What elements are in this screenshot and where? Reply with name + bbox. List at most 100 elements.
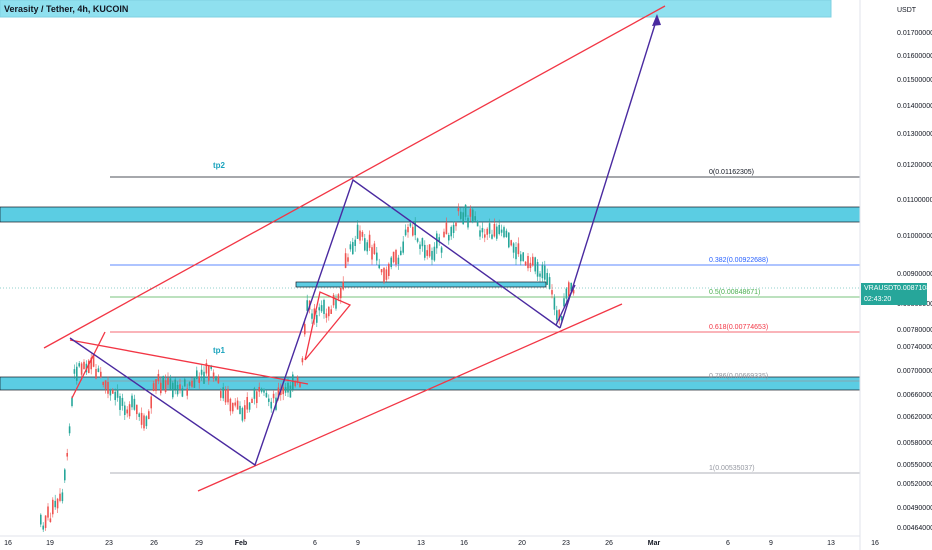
candle-body bbox=[289, 385, 292, 398]
candle-body bbox=[416, 238, 419, 242]
candle-body bbox=[472, 209, 474, 223]
candle-body bbox=[378, 264, 380, 269]
fib-level-label: 1(0.00535037) bbox=[709, 465, 755, 472]
candle-body bbox=[397, 257, 400, 264]
candle-body bbox=[503, 227, 505, 238]
candle-body bbox=[383, 267, 385, 283]
candle-body bbox=[66, 452, 68, 457]
candle-body bbox=[496, 226, 498, 239]
price-axis[interactable]: 0.01700000 0.01600000 0.01500000 0.01400000… bbox=[897, 30, 932, 532]
candle-body bbox=[433, 246, 436, 261]
candle-body bbox=[491, 234, 493, 239]
candle-body bbox=[104, 380, 107, 390]
candle-body bbox=[181, 388, 184, 397]
candle-body bbox=[563, 298, 565, 307]
candle-body bbox=[294, 381, 296, 387]
candle-body bbox=[176, 384, 179, 395]
candle-body bbox=[371, 247, 373, 260]
candle-body bbox=[157, 373, 160, 382]
x-tick-label: 26 bbox=[605, 540, 613, 547]
currency-label: USDT bbox=[897, 7, 917, 14]
candle-body bbox=[349, 244, 352, 250]
fib-level-label: 0(0.01162305) bbox=[709, 169, 754, 176]
candle-body bbox=[431, 250, 433, 260]
candle-body bbox=[457, 207, 460, 212]
candle-body bbox=[558, 309, 560, 321]
candle-body bbox=[450, 226, 452, 237]
symbol-label: VRAUSDT bbox=[864, 285, 898, 292]
candle-body bbox=[376, 252, 378, 261]
candle-body bbox=[205, 363, 208, 374]
candle-body bbox=[88, 360, 90, 374]
candle-body bbox=[102, 381, 104, 385]
candle-body bbox=[510, 240, 512, 246]
candle-body bbox=[227, 388, 229, 403]
candle-body bbox=[455, 222, 457, 227]
chart-title: Verasity / Tether, 4h, KUCOIN bbox=[4, 4, 129, 14]
countdown-label: 02:43:20 bbox=[864, 296, 892, 303]
candle-body bbox=[167, 377, 169, 385]
candle-body bbox=[544, 265, 546, 280]
candle-body bbox=[460, 211, 462, 219]
x-tick-label: 6 bbox=[726, 540, 730, 547]
fib-level-label: 0.786(0.00669335) bbox=[709, 373, 768, 380]
x-tick-label: 16 bbox=[871, 540, 879, 547]
candle-body bbox=[539, 273, 541, 277]
candle-body bbox=[174, 379, 176, 390]
x-tick-label: 9 bbox=[356, 540, 360, 547]
candle-body bbox=[152, 383, 155, 392]
triangle-top-line bbox=[69, 339, 309, 385]
candle-body bbox=[172, 382, 174, 398]
x-tick-label: 13 bbox=[827, 540, 835, 547]
candle-body bbox=[340, 288, 342, 299]
x-tick-label: 23 bbox=[562, 540, 570, 547]
annotation-tp1: tp1 bbox=[213, 346, 226, 355]
y-tick-label: 0.00464000 bbox=[897, 525, 932, 532]
candle-body bbox=[217, 376, 220, 384]
candle-body bbox=[572, 290, 575, 294]
retest-line bbox=[555, 284, 576, 326]
candle-body bbox=[131, 395, 133, 408]
candle-body bbox=[49, 518, 52, 523]
candle-body bbox=[412, 226, 414, 236]
candle-body bbox=[287, 382, 289, 393]
fib-level-label: 0.618(0.00774653) bbox=[709, 324, 768, 331]
x-tick-label: Feb bbox=[235, 540, 247, 547]
candle-body bbox=[536, 262, 539, 277]
x-tick-label: 13 bbox=[417, 540, 425, 547]
current-price: 0.00871084 bbox=[897, 285, 932, 292]
candle-body bbox=[414, 220, 416, 236]
candle-body bbox=[301, 358, 304, 363]
candle-body bbox=[162, 376, 164, 389]
candle-body bbox=[229, 398, 232, 412]
x-tick-label: 26 bbox=[150, 540, 158, 547]
candle-body bbox=[234, 402, 236, 406]
candle-body bbox=[150, 396, 152, 409]
candle-body bbox=[114, 391, 116, 401]
candle-body bbox=[40, 514, 42, 525]
candle-body bbox=[263, 389, 265, 393]
candle-body bbox=[311, 313, 313, 319]
candle-body bbox=[121, 397, 124, 406]
zone-mid bbox=[295, 281, 547, 288]
candle-body bbox=[164, 380, 167, 392]
time-axis[interactable]: 16 19 23 26 29 Feb 6 9 13 16 20 23 26 Mar 6 9 13 16 bbox=[4, 540, 879, 547]
candle-body bbox=[512, 243, 515, 253]
candle-body bbox=[373, 243, 376, 254]
candle-body bbox=[126, 409, 128, 414]
candle-body bbox=[224, 389, 227, 403]
candle-body bbox=[78, 363, 80, 367]
candle-body bbox=[464, 204, 467, 217]
candle-body bbox=[335, 298, 337, 309]
candle-body bbox=[481, 228, 484, 233]
candle-body bbox=[486, 228, 488, 235]
projection-arrow-line bbox=[559, 17, 658, 329]
candle-body bbox=[258, 387, 260, 392]
x-tick-label: Mar bbox=[648, 540, 661, 547]
candle-body bbox=[520, 254, 522, 262]
candle-body bbox=[532, 256, 534, 266]
candle-body bbox=[500, 229, 503, 233]
y-tick-label: 0.00580000 bbox=[897, 440, 932, 447]
candle-body bbox=[390, 257, 392, 268]
